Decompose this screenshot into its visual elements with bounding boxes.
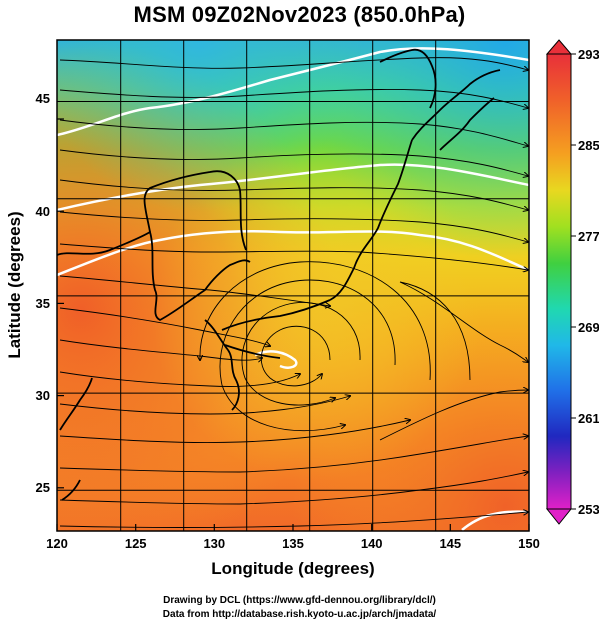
x-axis-title: Longitude (degrees) xyxy=(211,559,374,578)
x-axis-tick-labels: 120 125 130 135 140 145 150 xyxy=(46,536,540,551)
y-tick-label: 35 xyxy=(36,296,50,311)
temperature-field xyxy=(57,40,529,531)
y-tick-label: 30 xyxy=(36,388,50,403)
colorbar-tick-label: 293 xyxy=(578,47,599,62)
x-tick-label: 120 xyxy=(46,536,68,551)
x-tick-label: 130 xyxy=(203,536,225,551)
y-tick-label: 25 xyxy=(36,480,50,495)
colorbar-tick-label: 285 xyxy=(578,138,599,153)
colorbar-top-triangle xyxy=(545,39,573,55)
x-tick-label: 150 xyxy=(518,536,540,551)
x-axis-ticks xyxy=(56,524,530,531)
y-axis-title: Latitude (degrees) xyxy=(5,211,24,358)
coastlines xyxy=(57,48,501,501)
credit-data: Data from http://database.rish.kyoto-u.a… xyxy=(162,609,437,620)
x-tick-label: 125 xyxy=(125,536,147,551)
x-tick-label: 145 xyxy=(439,536,461,551)
credit-drawing: Drawing by DCL (https://www.gfd-dennou.o… xyxy=(163,595,436,606)
page-title: MSM 09Z02Nov2023 (850.0hPa) xyxy=(133,2,466,27)
streamlines xyxy=(59,57,528,528)
y-axis-ticks xyxy=(57,118,64,489)
colorbar-bottom-triangle xyxy=(545,508,573,525)
colorbar-tick-label: 253 xyxy=(578,502,599,517)
colorbar-tick-label: 277 xyxy=(578,229,599,244)
x-tick-label: 135 xyxy=(282,536,304,551)
colorbar: 293 285 277 269 261 253 xyxy=(545,39,599,525)
y-tick-label: 40 xyxy=(36,204,50,219)
credits: Drawing by DCL (https://www.gfd-dennou.o… xyxy=(0,594,599,622)
colorbar-tick-label: 269 xyxy=(578,320,599,335)
y-tick-label: 45 xyxy=(36,91,50,106)
colorbar-tick-label: 261 xyxy=(578,411,599,426)
y-axis-tick-labels: 25 30 35 40 45 xyxy=(36,91,50,495)
x-tick-label: 140 xyxy=(361,536,383,551)
colorbar-gradient xyxy=(546,53,572,510)
grid xyxy=(57,40,529,531)
